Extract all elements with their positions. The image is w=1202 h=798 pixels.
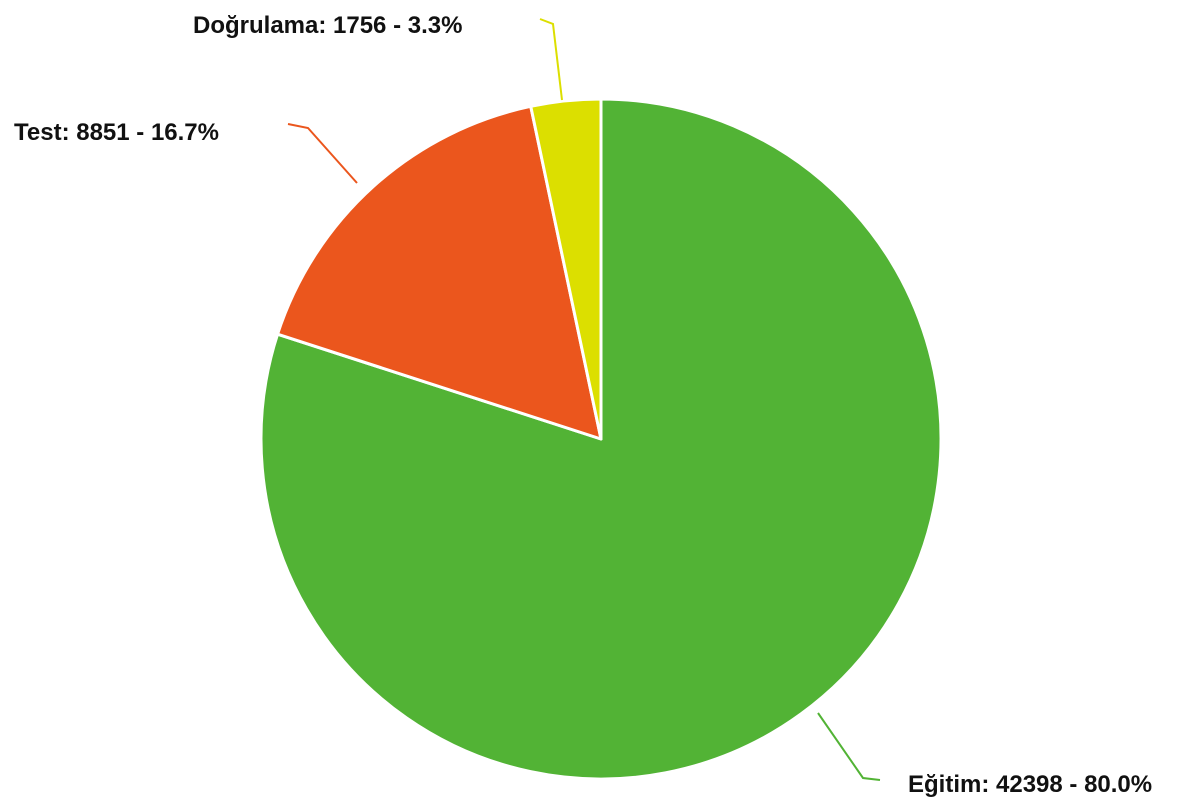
leader-line-e-itim [817,712,881,781]
slices-layer [259,97,943,781]
slice-label-e-itim: Eğitim: 42398 - 80.0% [908,771,1152,798]
labels-layer: Eğitim: 42398 - 80.0% Test: 8851 - 16.7% D… [14,12,1152,798]
pie-slice-do-rulama [529,97,603,441]
pie-slice-test [276,104,603,441]
leader-line-do-rulama [539,18,563,101]
leader-lines-layer [287,18,881,781]
slice-label-do-rulama: Doğrulama: 1756 - 3.3% [193,12,462,39]
leader-line-test [287,123,358,184]
slice-label-test: Test: 8851 - 16.7% [14,119,219,146]
